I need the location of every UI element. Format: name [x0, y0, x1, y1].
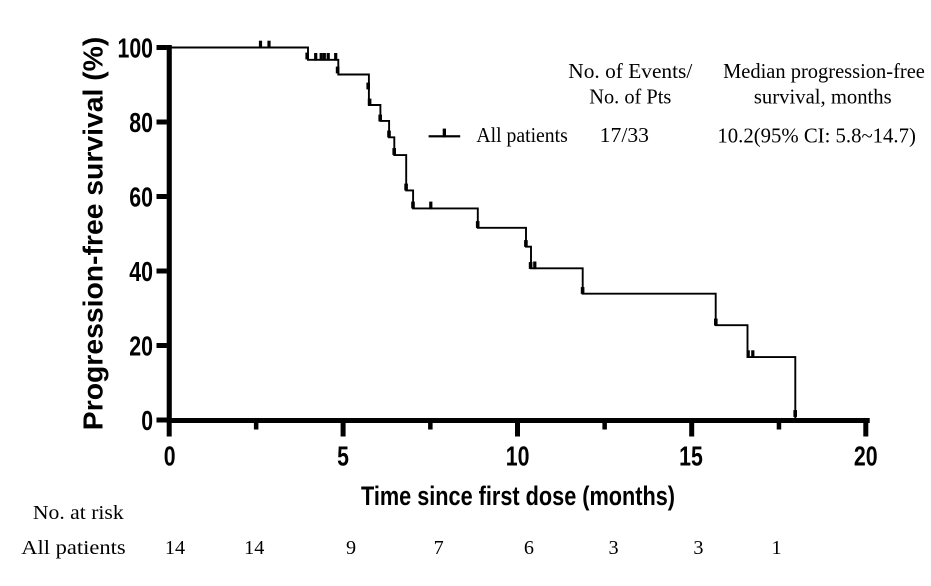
svg-text:20: 20: [854, 440, 878, 471]
svg-text:40: 40: [129, 256, 153, 287]
svg-text:survival, months: survival, months: [754, 86, 892, 108]
svg-text:17/33: 17/33: [600, 125, 649, 147]
svg-text:20: 20: [129, 330, 153, 361]
svg-text:9: 9: [346, 537, 356, 559]
svg-text:15: 15: [679, 440, 703, 471]
svg-text:Median progression-free: Median progression-free: [723, 61, 925, 83]
svg-text:1: 1: [771, 537, 781, 559]
svg-text:10.2(95% CI: 5.8~14.7): 10.2(95% CI: 5.8~14.7): [717, 126, 916, 148]
svg-text:14: 14: [165, 537, 185, 559]
svg-text:3: 3: [693, 537, 703, 559]
svg-text:0: 0: [141, 405, 153, 436]
svg-text:80: 80: [129, 107, 153, 138]
svg-text:100: 100: [118, 32, 154, 63]
svg-text:All patients: All patients: [21, 537, 126, 559]
svg-text:7: 7: [434, 537, 444, 559]
svg-text:0: 0: [164, 440, 176, 471]
svg-text:No. of Events/: No. of Events/: [568, 61, 692, 83]
svg-text:3: 3: [609, 537, 619, 559]
svg-text:14: 14: [244, 537, 264, 559]
svg-text:5: 5: [337, 440, 349, 471]
svg-text:60: 60: [129, 181, 153, 212]
svg-text:All patients: All patients: [476, 125, 567, 147]
svg-text:10: 10: [506, 440, 530, 471]
svg-text:No. of Pts: No. of Pts: [589, 86, 671, 108]
svg-text:No. at risk: No. at risk: [33, 502, 125, 524]
svg-text:6: 6: [524, 537, 534, 559]
svg-text:Time since first dose (months): Time since first dose (months): [361, 480, 675, 511]
svg-text:Progression-free survival (%): Progression-free survival (%): [78, 37, 109, 431]
